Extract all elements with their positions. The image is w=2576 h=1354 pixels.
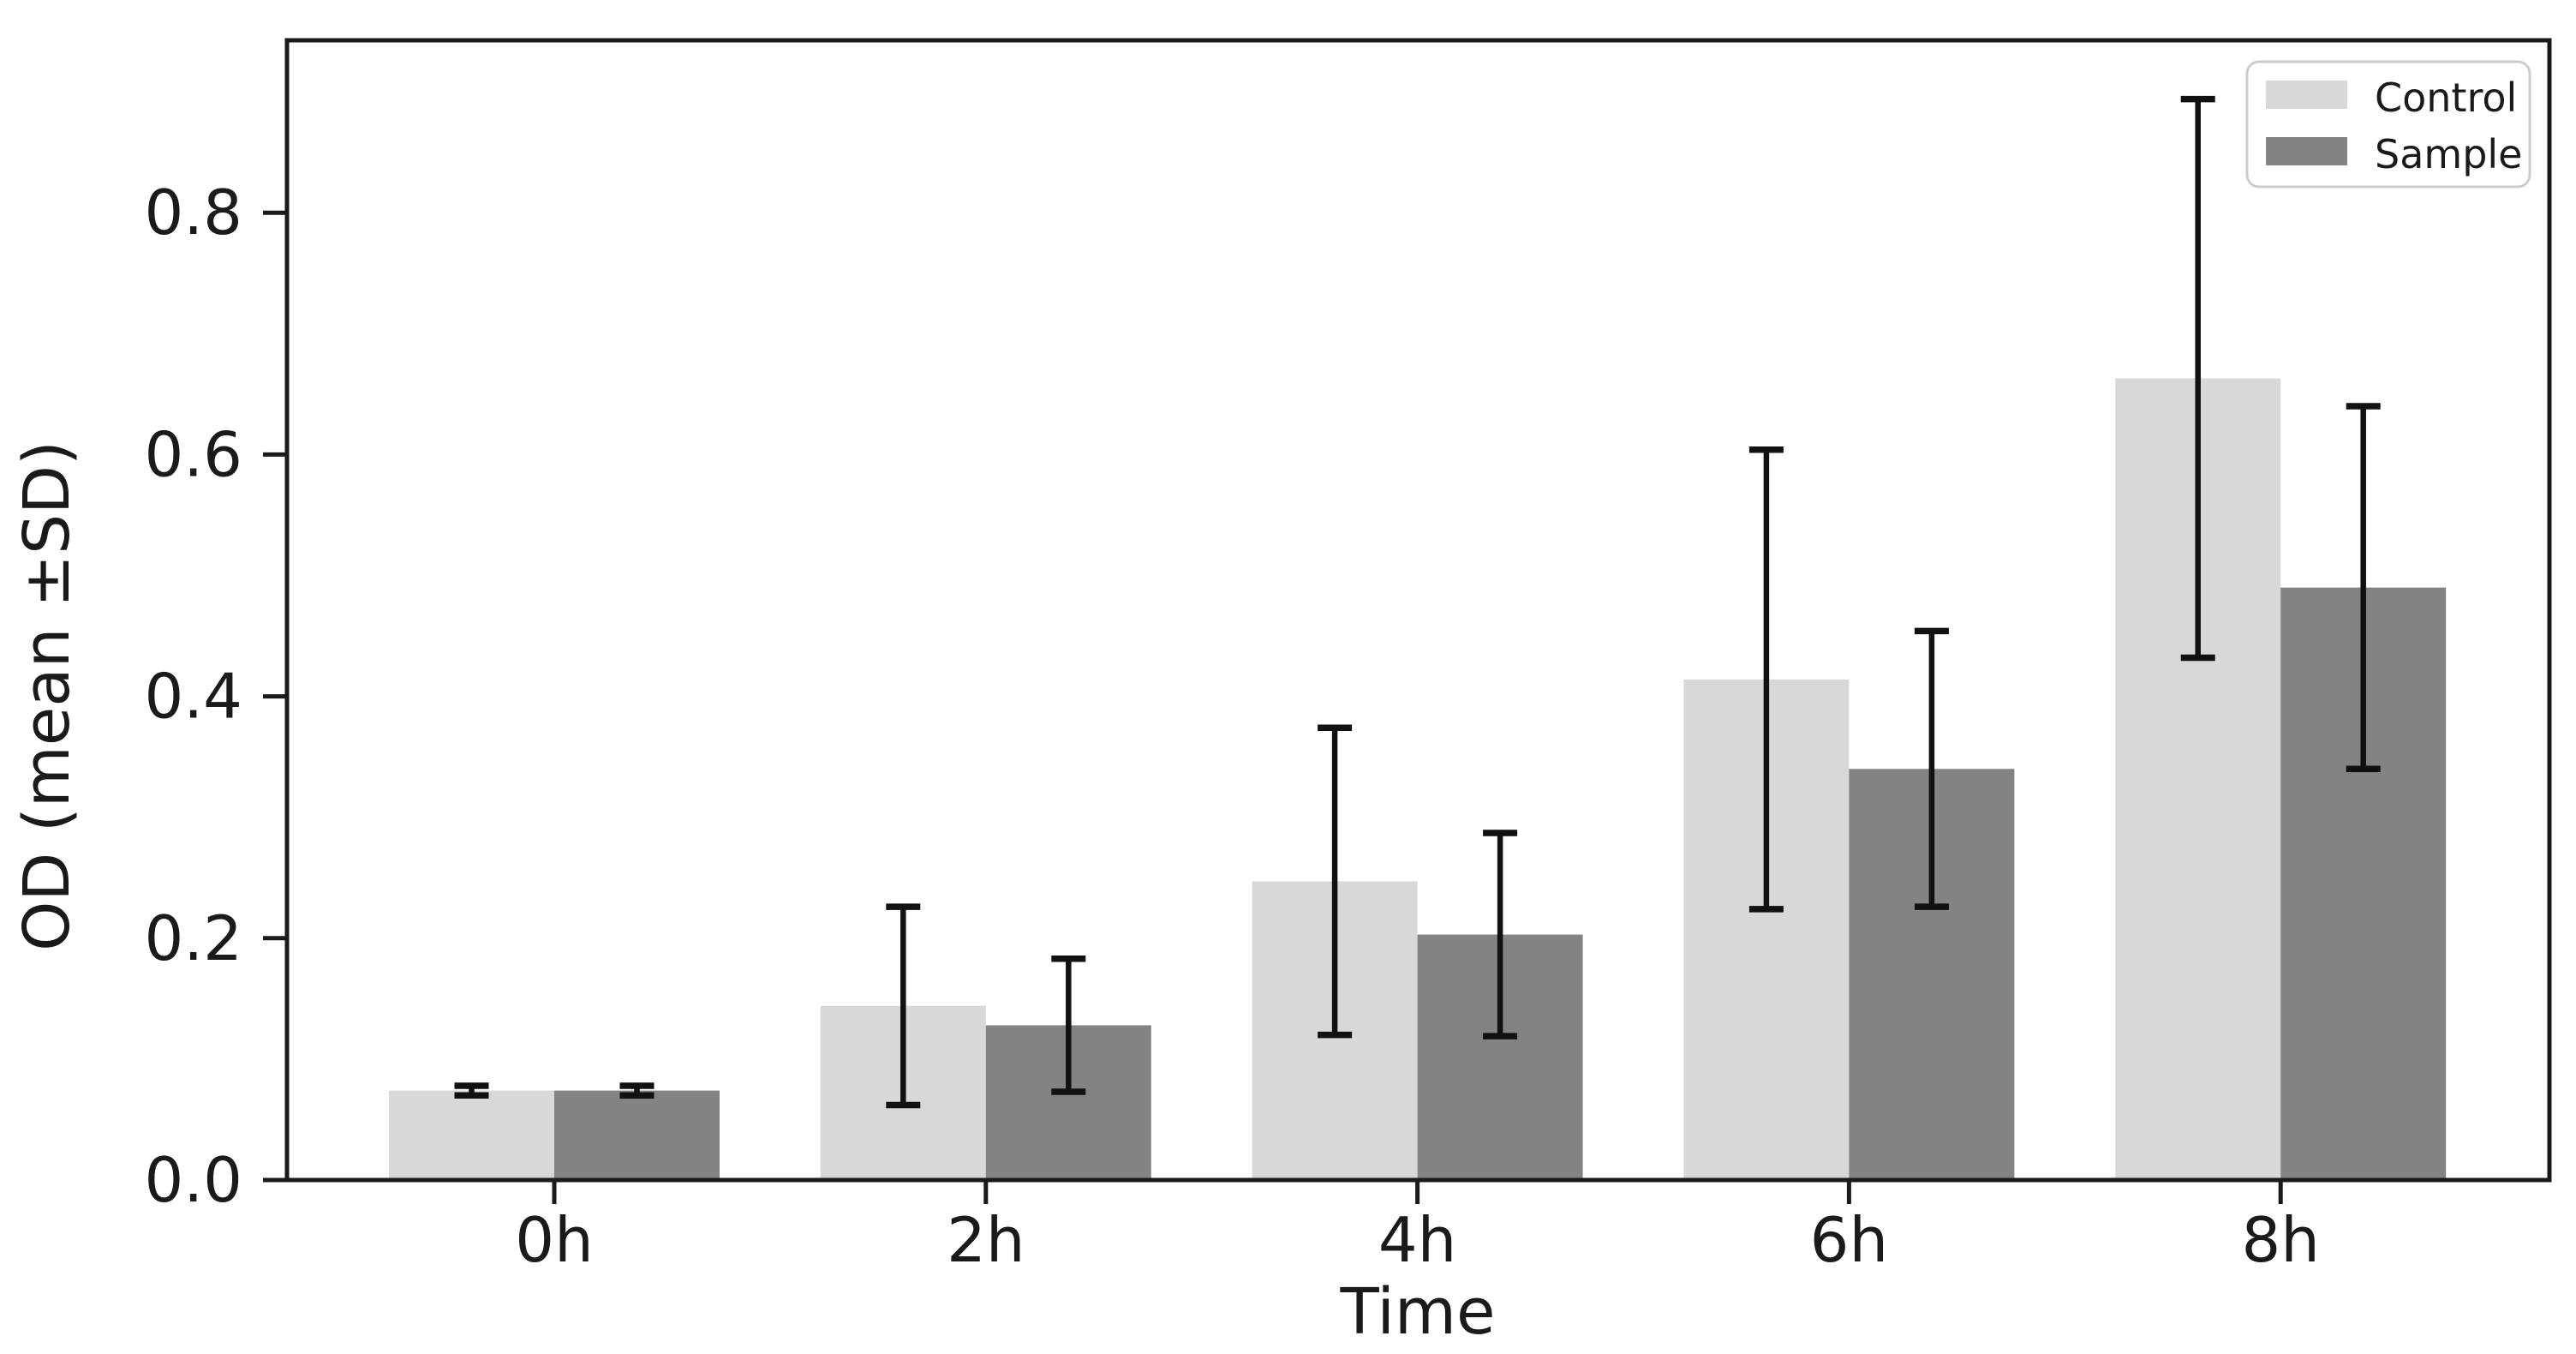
y-axis-title: OD (mean ±SD) (10, 440, 84, 951)
y-tick-label: 0.4 (144, 661, 242, 733)
x-axis-title: Time (1339, 1275, 1495, 1349)
legend-swatch-control (2266, 81, 2347, 109)
y-tick-label: 0.0 (144, 1144, 242, 1216)
x-tick-label: 6h (1810, 1204, 1888, 1276)
x-tick-label: 4h (1378, 1204, 1456, 1276)
legend-swatch-sample (2266, 137, 2347, 165)
y-tick-label: 0.2 (144, 902, 242, 974)
x-tick-label: 2h (947, 1204, 1025, 1276)
legend-label-control: Control (2375, 75, 2517, 121)
y-tick-label: 0.6 (144, 418, 242, 490)
x-tick-label: 0h (515, 1204, 593, 1276)
x-tick-label: 8h (2241, 1204, 2319, 1276)
y-tick-label: 0.8 (144, 177, 242, 249)
bar-sample-0h (554, 1090, 720, 1180)
plot-area: 0.0 0.2 0.4 0.6 0.8 0h 2h 4h 6h 8h (144, 38, 2552, 1276)
bar-control-0h (389, 1090, 554, 1180)
legend: Control Sample (2245, 60, 2531, 189)
legend-label-sample: Sample (2375, 131, 2522, 177)
